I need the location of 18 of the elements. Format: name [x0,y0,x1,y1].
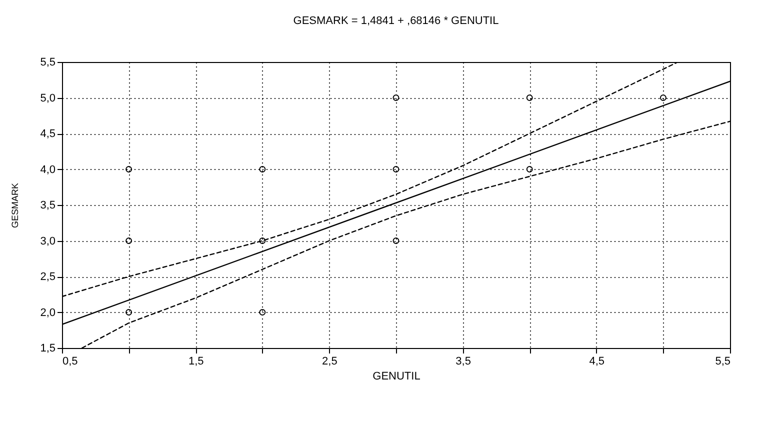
x-tick-label: 2,5 [322,356,338,368]
x-tick-label: 5,5 [715,356,730,368]
chart-title: GESMARK = 1,4841 + ,68146 * GENUTIL [293,15,499,27]
x-tick-label: 0,5 [62,356,78,368]
y-tick-label: 5,0 [40,92,56,104]
x-tick-label: 1,5 [188,356,204,368]
y-tick-label: 5,5 [40,56,56,68]
y-tick-label: 4,5 [40,128,56,140]
x-tick-label: 3,5 [456,356,471,368]
y-tick-label: 3,5 [40,200,56,212]
y-tick-label: 2,0 [40,306,56,319]
y-tick-label: 4,0 [40,164,56,176]
y-tick-label: 3,0 [40,235,56,248]
y-tick-label: 1,5 [40,342,56,354]
x-axis-title: GENUTIL [372,370,420,382]
y-axis-title: GESMARK [10,182,20,228]
y-tick-label: 2,5 [40,271,56,283]
x-tick-label: 4,5 [589,356,605,368]
